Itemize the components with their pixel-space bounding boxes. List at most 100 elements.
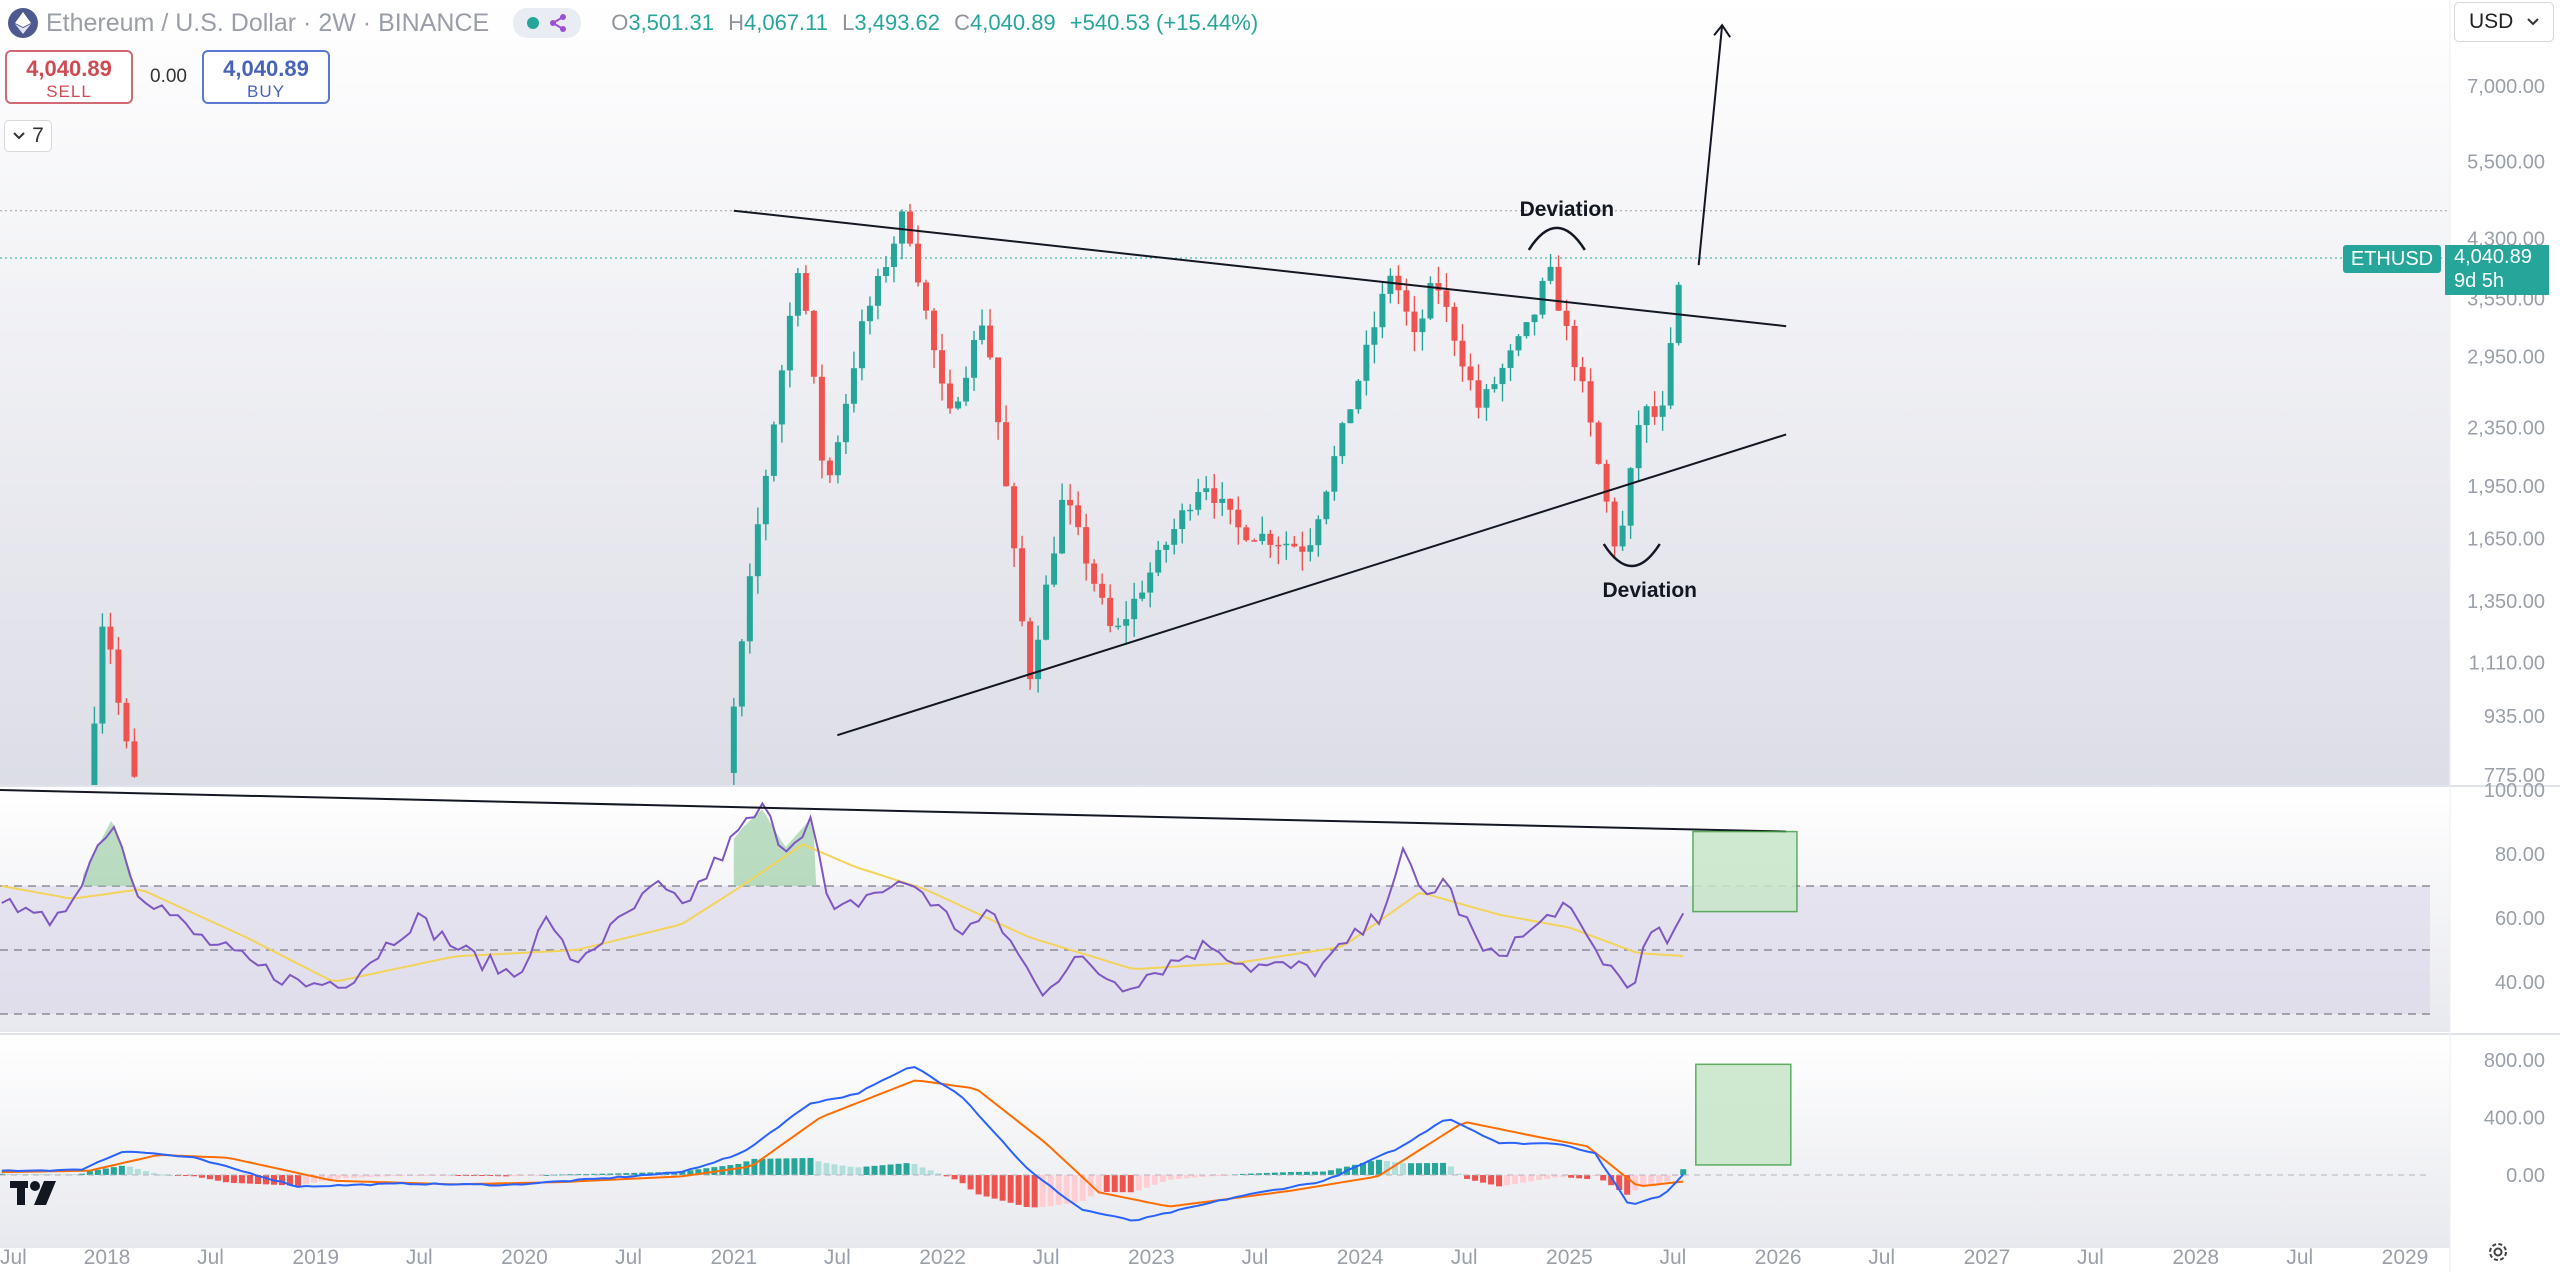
macd-histogram-bar [1151,1175,1158,1185]
macd-histogram-bar [567,1174,574,1176]
candle-body [1411,311,1418,333]
macd-histogram-bar [479,1175,486,1176]
macd-histogram-bar [1432,1162,1439,1175]
candle-body [1523,322,1530,337]
price-axis-label: 1,950.00 [2467,476,2545,498]
macd-histogram-bar [847,1166,854,1175]
candle-body [1075,505,1082,528]
macd-histogram-bar [1199,1175,1206,1178]
rsi-overbought-fill [733,809,817,886]
candle-body [1435,283,1442,291]
symbol-title[interactable]: Ethereum / U.S. Dollar · 2W · BINANCE [46,9,489,38]
settings-gear-icon[interactable] [2486,1240,2510,1264]
macd-histogram-bar [1183,1175,1190,1179]
time-axis-label: Jul [824,1246,851,1269]
candle-body [987,325,994,358]
macd-histogram-bar [94,1169,101,1175]
candle-body [1115,625,1122,628]
candle-body [1579,367,1586,382]
macd-histogram-bar [1488,1175,1495,1185]
macd-histogram-bar [359,1175,366,1178]
candle-body [1179,510,1186,530]
high-value: 4,067.11 [743,10,828,35]
buy-button[interactable]: 4,040.89 BUY [202,50,330,104]
macd-histogram-bar [1127,1175,1134,1193]
candle-body [834,442,841,476]
macd-histogram-bar [230,1175,237,1183]
price-axis-label: 2,350.00 [2467,418,2545,440]
candle-body [1107,597,1114,626]
candle-body [1387,275,1394,294]
candle-body [1307,545,1314,552]
rsi-axis-label: 100.00 [2484,780,2545,802]
macd-histogram-bar [1015,1175,1022,1205]
macd-histogram-bar [1456,1173,1463,1175]
candle-body [826,460,833,476]
candle-body [1475,380,1482,408]
candle-body [754,524,761,577]
candle-body [1051,553,1058,585]
macd-histogram-bar [383,1175,390,1177]
sell-button[interactable]: 4,040.89 SELL [5,50,133,104]
macd-histogram-bar [214,1175,221,1181]
candle-body [1659,405,1666,417]
macd-histogram-bar [62,1174,69,1176]
candle-body [818,376,825,461]
macd-histogram-bar [1632,1175,1639,1191]
macd-histogram-bar [751,1158,758,1175]
candle-body [1595,422,1602,464]
macd-histogram-bar [863,1166,870,1175]
macd-histogram-bar [1079,1175,1086,1201]
macd-histogram-bar [6,1173,13,1175]
candle-body [1299,546,1306,552]
macd-histogram-bar [1375,1159,1382,1175]
candle-body [955,401,962,409]
macd-histogram-bar [903,1163,910,1175]
macd-histogram-bar [1640,1175,1647,1188]
candle-body [842,403,849,443]
macd-histogram-bar [511,1175,518,1177]
macd-histogram-bar [735,1163,742,1175]
time-axis-label: 2021 [710,1246,757,1269]
macd-histogram-bar [951,1175,958,1180]
macd-histogram-bar [791,1158,798,1175]
candle-body [1443,290,1450,307]
price-axis-label: 7,000.00 [2467,76,2545,98]
macd-histogram-bar [615,1173,622,1175]
candle-body [1187,509,1194,512]
candle-body [963,377,970,402]
currency-select[interactable]: USD [2454,2,2554,42]
candle-body [115,649,122,703]
tradingview-logo-icon[interactable] [10,1178,66,1208]
macd-histogram-bar [1584,1175,1591,1179]
trendline [837,433,1787,737]
candle-body [1011,486,1018,549]
time-axis-label: Jul [1033,1246,1060,1269]
macd-histogram-bar [335,1175,342,1179]
macd-histogram-bar [1415,1163,1422,1175]
macd-histogram-bar [1103,1175,1110,1192]
ethereum-logo-icon[interactable] [8,8,38,38]
rsi-axis-label: 80.00 [2495,844,2545,866]
macd-histogram-bar [591,1173,598,1175]
macd-histogram-bar [295,1175,302,1186]
macd-histogram-bar [775,1158,782,1175]
candle-body [995,357,1002,423]
macd-histogram-bar [303,1175,310,1185]
bar-countdown: 9d 5h [2454,270,2505,292]
macd-histogram-bar [238,1175,245,1184]
candle-body [1355,380,1362,410]
candle-body [778,370,785,425]
macd-histogram-bar [1215,1175,1222,1176]
status-pill[interactable] [513,8,582,38]
candle-body [762,475,769,525]
indicators-toggle-button[interactable]: 7 [4,120,52,152]
candle-body [1203,488,1210,493]
macd-histogram-bar [687,1170,694,1175]
macd-histogram-bar [1600,1175,1607,1181]
macd-histogram-bar [895,1163,902,1175]
candle-body [1059,499,1066,554]
price-axis-label: 2,950.00 [2467,347,2545,369]
macd-histogram-bar [1560,1175,1567,1178]
